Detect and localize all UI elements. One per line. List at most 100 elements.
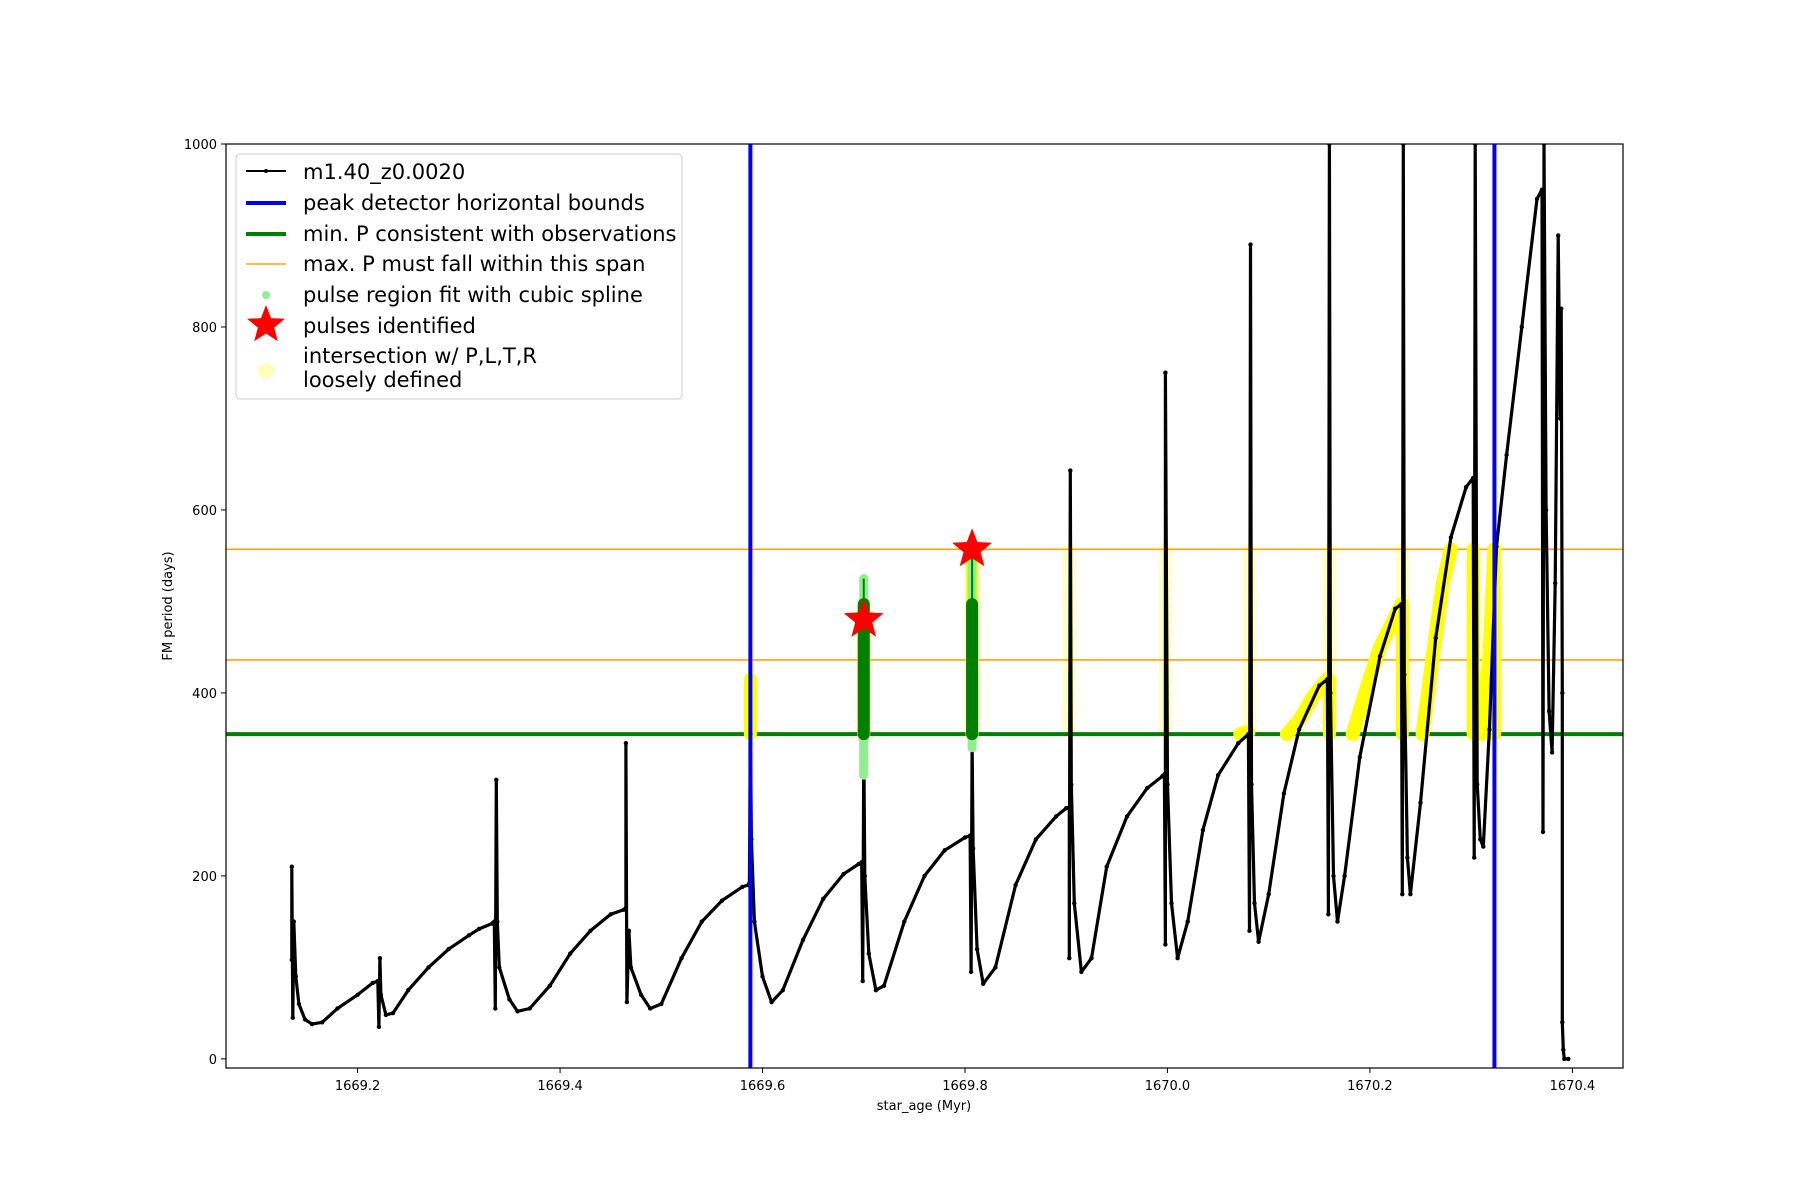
model-point <box>679 956 684 961</box>
model-point <box>1539 187 1545 192</box>
model-point <box>370 980 375 986</box>
model-point <box>1393 606 1398 611</box>
model-point <box>1472 855 1477 860</box>
model-point <box>390 1010 396 1016</box>
model-line <box>290 144 1569 1061</box>
model-point <box>1433 635 1438 641</box>
model-point <box>1519 324 1525 330</box>
model-point <box>1256 939 1261 944</box>
legend-label-intersection: intersection w/ P,L,T,R loosely defined <box>303 344 544 392</box>
model-point <box>859 860 864 865</box>
model-point <box>1145 785 1150 791</box>
model-point <box>1163 942 1168 947</box>
model-point <box>302 1017 308 1022</box>
model-point <box>1553 580 1558 586</box>
model-point <box>290 1015 295 1020</box>
model-point <box>494 777 499 782</box>
legend-label-bounds: peak detector horizontal bounds <box>303 191 645 215</box>
model-point <box>497 965 502 970</box>
y-axis-label: FM period (days) <box>161 551 176 660</box>
model-point <box>942 848 947 853</box>
model-point <box>476 926 482 932</box>
legend-label-model: m1.40_z0.0020 <box>303 160 465 185</box>
model-point <box>495 919 500 924</box>
model-point <box>1402 672 1407 677</box>
x-tick-label: 1669.8 <box>942 1079 988 1094</box>
legend-marker-model <box>264 169 268 173</box>
model-point <box>1566 1056 1571 1062</box>
model-point <box>289 957 294 963</box>
model-point <box>752 919 757 924</box>
model-point <box>1504 452 1509 458</box>
x-tick-label: 1669.6 <box>740 1079 786 1094</box>
model-point <box>608 912 613 917</box>
y-tick-label: 400 <box>192 687 217 702</box>
model-point <box>296 1001 302 1007</box>
model-point <box>426 965 431 970</box>
model-point <box>648 1006 653 1011</box>
model-point <box>862 873 867 879</box>
legend-label-max-period: max. P must fall within this span <box>303 252 645 276</box>
model-point <box>1418 800 1423 805</box>
model-point <box>1534 196 1540 202</box>
legend-label-pulses: pulses identified <box>303 314 476 338</box>
model-point <box>1165 782 1170 787</box>
model-point <box>1556 233 1561 238</box>
model-point <box>1163 370 1168 375</box>
model-point <box>968 969 974 975</box>
y-tick-label: 600 <box>192 504 217 519</box>
model-point <box>1560 1020 1565 1025</box>
model-point <box>967 833 973 838</box>
x-tick-label: 1670.2 <box>1347 1079 1393 1094</box>
model-point <box>383 1012 389 1018</box>
model-point <box>1549 750 1555 755</box>
model-point <box>624 999 630 1005</box>
pulse-star <box>952 528 993 567</box>
model-point <box>1266 892 1271 897</box>
model-point <box>1317 683 1322 688</box>
model-point <box>1072 901 1077 906</box>
model-point <box>1249 782 1254 787</box>
model-point <box>1448 535 1454 540</box>
model-point <box>970 846 976 851</box>
model-point <box>1252 901 1257 906</box>
model-point <box>623 741 629 746</box>
model-point <box>1079 969 1084 975</box>
y-tick-label: 1000 <box>184 138 217 153</box>
model-point <box>1247 928 1252 933</box>
model-point <box>507 997 512 1002</box>
model-point <box>309 1021 315 1027</box>
model-point <box>377 956 383 961</box>
model-point <box>1475 782 1480 787</box>
x-tick-label: 1670.0 <box>1145 1079 1191 1094</box>
model-point <box>740 884 745 890</box>
model-point <box>769 999 774 1005</box>
model-point <box>1328 690 1333 696</box>
model-point <box>780 988 785 993</box>
model-point <box>841 871 846 877</box>
model-point <box>376 1024 382 1030</box>
model-point <box>547 983 553 988</box>
model-point <box>1175 956 1180 961</box>
model-point <box>1342 873 1347 879</box>
legend-label-spline: pulse region fit with cubic spline <box>303 283 643 307</box>
model-point <box>623 905 629 911</box>
x-tick-label: 1669.4 <box>537 1079 583 1094</box>
model-point <box>1487 727 1492 732</box>
model-point <box>1169 901 1174 906</box>
model-point <box>962 835 968 840</box>
model-point <box>1104 864 1109 869</box>
pulse-star <box>843 598 884 637</box>
model-point <box>1405 855 1410 860</box>
model-point <box>1013 882 1018 888</box>
y-tick-label: 0 <box>209 1053 217 1068</box>
model-point <box>1053 814 1059 819</box>
model-point <box>378 992 384 997</box>
legend-marker-star <box>247 305 285 342</box>
model-point <box>821 896 826 901</box>
model-point <box>873 988 879 993</box>
model-point <box>1326 912 1331 917</box>
model-point <box>527 1006 532 1011</box>
model-point <box>1185 919 1190 924</box>
